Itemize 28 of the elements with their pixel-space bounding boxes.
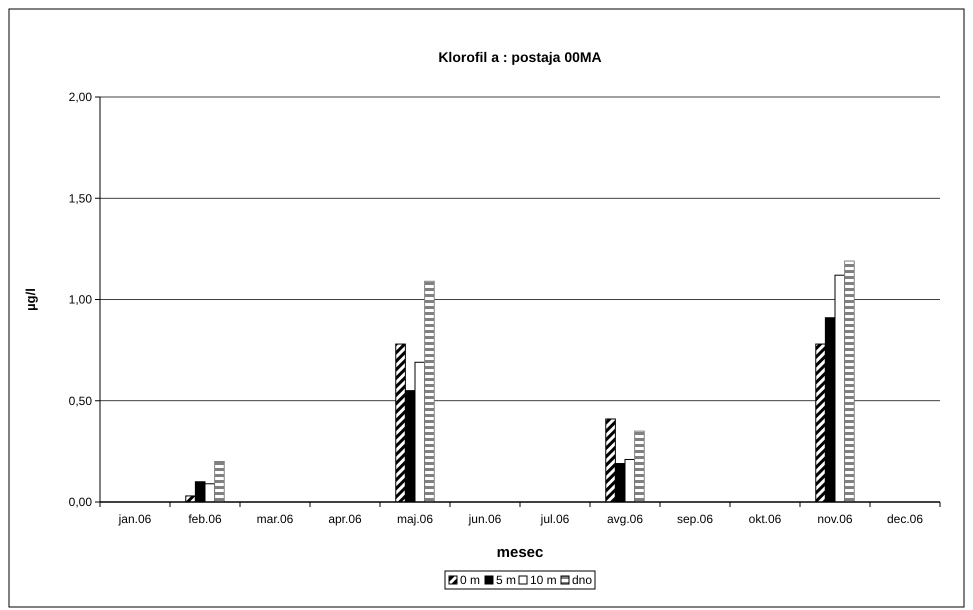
x-tick-label: feb.06 (188, 512, 222, 526)
x-tick-label: okt.06 (748, 512, 782, 526)
x-tick-label: nov.06 (817, 512, 853, 526)
x-tick-label: avg.06 (606, 512, 644, 526)
chart-title: Klorofil a : postaja 00MA (438, 49, 602, 65)
y-tick-label: 1,50 (68, 191, 92, 206)
x-tick-label: dec.06 (886, 512, 924, 526)
y-tick-label: 1,00 (68, 292, 92, 307)
legend-label: 10 m (530, 573, 557, 588)
x-tick-label: jun.06 (468, 512, 502, 526)
x-tick-label: sep.06 (676, 512, 714, 526)
x-tick-label: maj.06 (396, 512, 434, 526)
x-tick-label: apr.06 (328, 512, 362, 526)
y-tick-label: 0,50 (68, 394, 92, 408)
bar (424, 280, 435, 502)
legend-label: 0 m (460, 573, 480, 588)
y-tick-label: 0,00 (68, 495, 92, 510)
legend-label: 5 m (496, 573, 516, 588)
x-tick-label: mar.06 (256, 512, 294, 526)
bar (634, 430, 645, 502)
bar (844, 260, 855, 502)
bar (214, 461, 225, 502)
x-tick-label: jan.06 (118, 512, 152, 526)
y-axis-title: µg/l (23, 288, 38, 311)
legend-label: dno (572, 573, 592, 588)
y-tick-label: 2,00 (68, 90, 92, 104)
x-axis-title: mesec (496, 544, 544, 561)
x-tick-label: jul.06 (540, 512, 570, 526)
